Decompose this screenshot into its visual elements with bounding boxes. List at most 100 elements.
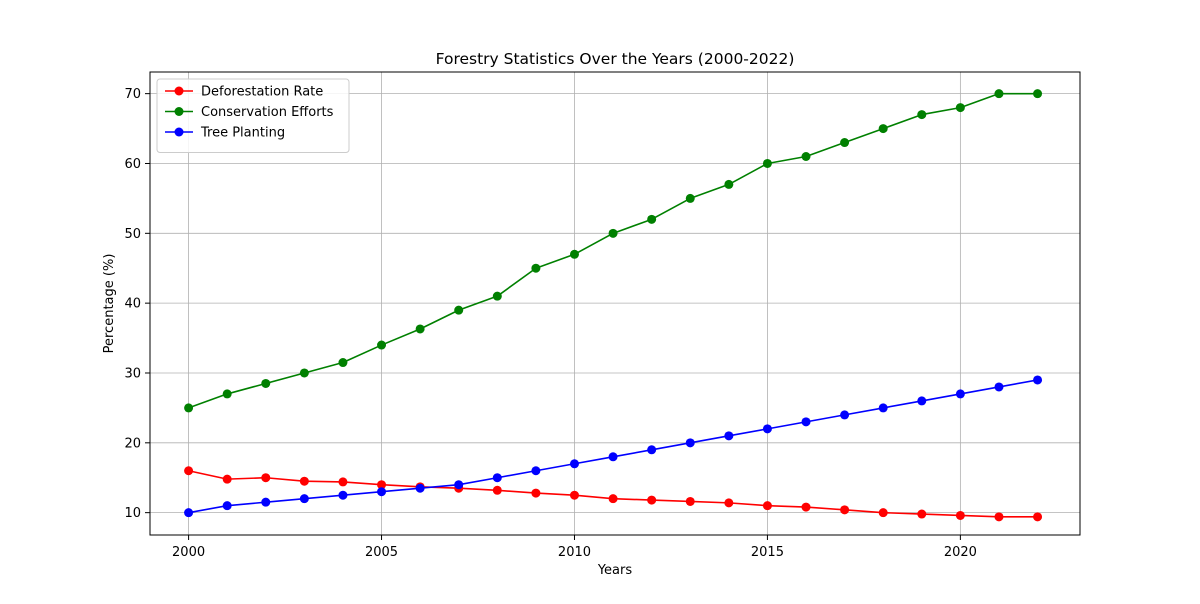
data-point-deforestation-rate bbox=[1033, 512, 1043, 522]
data-point-deforestation-rate bbox=[840, 505, 850, 515]
data-point-tree-planting bbox=[377, 487, 387, 497]
data-point-deforestation-rate bbox=[647, 495, 657, 505]
data-point-deforestation-rate bbox=[261, 473, 271, 483]
data-point-deforestation-rate bbox=[878, 508, 888, 518]
data-point-deforestation-rate bbox=[377, 480, 387, 490]
data-point-tree-planting bbox=[724, 431, 734, 441]
data-point-conservation-efforts bbox=[608, 228, 618, 238]
legend-item-tree-planting: Tree Planting bbox=[165, 126, 285, 141]
x-axis-label: Years bbox=[597, 563, 633, 578]
data-point-tree-planting bbox=[762, 424, 772, 434]
data-point-tree-planting bbox=[608, 452, 618, 462]
data-point-tree-planting bbox=[801, 417, 811, 427]
x-tick-label: 2000 bbox=[172, 545, 205, 560]
data-point-conservation-efforts bbox=[338, 358, 348, 368]
x-tick-label: 2020 bbox=[944, 545, 977, 560]
data-point-deforestation-rate bbox=[994, 512, 1004, 522]
data-point-tree-planting bbox=[917, 396, 927, 406]
data-point-conservation-efforts bbox=[801, 151, 811, 161]
y-axis-label: Percentage (%) bbox=[102, 254, 117, 354]
legend-label: Deforestation Rate bbox=[201, 85, 323, 100]
data-point-tree-planting bbox=[299, 494, 309, 504]
data-point-tree-planting bbox=[415, 483, 425, 493]
y-tick-label: 20 bbox=[124, 436, 141, 451]
data-point-tree-planting bbox=[454, 480, 464, 490]
chart-title: Forestry Statistics Over the Years (2000… bbox=[436, 50, 795, 68]
legend-item-conservation-efforts: Conservation Efforts bbox=[165, 105, 334, 120]
legend: Deforestation Rate Conservation Efforts Tr… bbox=[156, 78, 350, 153]
data-point-tree-planting bbox=[222, 501, 232, 511]
series-line-deforestation-rate bbox=[188, 469, 1038, 518]
data-point-conservation-efforts bbox=[415, 324, 425, 334]
data-point-tree-planting bbox=[531, 466, 541, 476]
data-point-tree-planting bbox=[955, 389, 965, 399]
legend-label: Conservation Efforts bbox=[201, 105, 334, 120]
data-point-deforestation-rate bbox=[917, 509, 927, 519]
data-point-deforestation-rate bbox=[724, 498, 734, 508]
data-point-tree-planting bbox=[261, 497, 271, 507]
data-point-deforestation-rate bbox=[608, 494, 618, 504]
legend-marker-tree-planting bbox=[174, 127, 184, 137]
x-tick-label: 2015 bbox=[751, 545, 784, 560]
data-point-tree-planting bbox=[878, 403, 888, 413]
y-tick-label: 10 bbox=[124, 506, 141, 521]
data-point-deforestation-rate bbox=[222, 474, 232, 484]
data-point-tree-planting bbox=[1033, 375, 1043, 385]
data-point-deforestation-rate bbox=[569, 490, 579, 500]
y-tick-label: 40 bbox=[124, 297, 141, 312]
data-point-conservation-efforts bbox=[531, 263, 541, 273]
data-point-deforestation-rate bbox=[801, 502, 811, 512]
data-point-conservation-efforts bbox=[685, 193, 695, 203]
data-point-conservation-efforts bbox=[377, 340, 387, 350]
y-tick-label: 60 bbox=[124, 157, 141, 172]
data-point-deforestation-rate bbox=[531, 488, 541, 498]
data-point-tree-planting bbox=[994, 382, 1004, 392]
data-point-conservation-efforts bbox=[647, 214, 657, 224]
data-point-conservation-efforts bbox=[762, 158, 772, 168]
legend-item-deforestation-rate: Deforestation Rate bbox=[165, 85, 323, 100]
series-group bbox=[184, 89, 1043, 522]
data-point-conservation-efforts bbox=[454, 305, 464, 315]
data-point-deforestation-rate bbox=[338, 477, 348, 487]
x-tick-label: 2005 bbox=[365, 545, 398, 560]
data-point-conservation-efforts bbox=[261, 378, 271, 388]
y-tick-label: 50 bbox=[124, 227, 141, 242]
data-point-deforestation-rate bbox=[184, 466, 194, 476]
data-point-conservation-efforts bbox=[569, 249, 579, 259]
legend-marker-conservation-efforts bbox=[174, 107, 184, 116]
data-point-conservation-efforts bbox=[878, 124, 888, 134]
data-point-conservation-efforts bbox=[840, 138, 850, 148]
data-point-conservation-efforts bbox=[492, 291, 502, 301]
data-point-deforestation-rate bbox=[685, 496, 695, 506]
axis-ticks: 2000 2005 2010 2015 2020 10 20 30 40 50 60 70 bbox=[124, 87, 976, 560]
data-point-conservation-efforts bbox=[1033, 89, 1043, 99]
data-point-tree-planting bbox=[840, 410, 850, 420]
data-point-conservation-efforts bbox=[724, 179, 734, 189]
data-point-tree-planting bbox=[492, 473, 502, 483]
data-point-deforestation-rate bbox=[492, 485, 502, 495]
legend-marker-deforestation-rate bbox=[174, 86, 184, 96]
y-tick-label: 70 bbox=[124, 87, 141, 102]
data-point-conservation-efforts bbox=[955, 103, 965, 113]
data-point-tree-planting bbox=[569, 459, 579, 469]
data-point-conservation-efforts bbox=[917, 110, 927, 120]
data-point-deforestation-rate bbox=[762, 501, 772, 511]
series-deforestation-rate bbox=[184, 466, 1043, 522]
data-point-deforestation-rate bbox=[955, 510, 965, 520]
data-point-tree-planting bbox=[647, 445, 657, 455]
legend-label: Tree Planting bbox=[200, 126, 285, 141]
data-point-conservation-efforts bbox=[184, 403, 194, 413]
data-point-conservation-efforts bbox=[299, 368, 309, 378]
series-conservation-efforts bbox=[184, 89, 1043, 413]
x-tick-label: 2010 bbox=[558, 545, 591, 560]
data-point-tree-planting bbox=[184, 508, 194, 518]
data-point-deforestation-rate bbox=[299, 476, 309, 486]
legend-frame bbox=[156, 78, 350, 153]
data-point-conservation-efforts bbox=[222, 389, 232, 399]
series-line-tree-planting bbox=[188, 379, 1038, 514]
y-tick-label: 30 bbox=[124, 366, 141, 381]
data-point-tree-planting bbox=[338, 490, 348, 500]
data-point-conservation-efforts bbox=[994, 89, 1004, 99]
